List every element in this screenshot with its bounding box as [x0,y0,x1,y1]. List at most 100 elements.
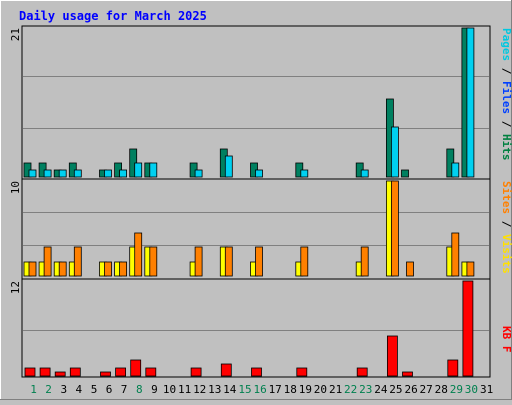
hits-bar-files-day-3 [58,169,67,178]
hits-bar-files-day-7 [119,169,127,178]
visits-panel-max-label: 10 [9,181,22,194]
kbf-panel-max-label: 12 [9,281,22,294]
kbf-bar-kb-f-day-12 [190,367,202,377]
hits-legend-part-5: Hits [500,134,512,161]
hits-panel-legend: Pages / Files / Hits [500,28,512,161]
kbf-bar-kb-f-day-14 [220,363,232,377]
day-label-16: 16 [253,383,266,396]
hits-panel-grid [23,76,489,129]
visits-legend-part-2: / [500,214,512,234]
day-label-12: 12 [193,383,206,396]
kbf-bar-kb-f-day-23 [356,367,368,377]
visits-panel-grid [23,212,489,246]
kbf-panel-bars [24,280,474,377]
kbf-bar-kb-f-day-2 [39,367,51,377]
kbf-bar-kb-f-day-8 [130,359,142,377]
visits-bar-sites-day-14 [224,246,233,277]
visits-bar-sites-day-29 [451,232,460,277]
kbf-bar-kb-f-day-1 [24,367,36,377]
day-label-6: 6 [106,383,113,396]
day-label-17: 17 [269,383,282,396]
kbf-bar-kb-f-day-19 [296,367,308,377]
hits-bar-files-day-4 [73,169,82,178]
hits-bar-files-day-25 [390,126,399,178]
hits-panel-max-label: 21 [9,28,22,41]
visits-bar-sites-day-25 [390,180,399,277]
visits-panel-bars [23,180,475,277]
day-label-27: 27 [419,383,432,396]
chart-title: Daily usage for March 2025 [19,9,207,23]
hits-bar-files-day-12 [194,169,203,178]
day-label-31: 31 [480,383,493,396]
kbf-bar-kb-f-day-16 [251,367,262,377]
day-label-1: 1 [30,383,37,396]
day-label-21: 21 [329,383,342,396]
day-label-2: 2 [45,383,52,396]
kbf-bar-kb-f-day-26 [402,371,413,377]
kbf-bar-kb-f-day-4 [69,367,81,377]
hits-bar-files-day-14 [224,155,233,178]
visits-legend-part-3: Visits [500,234,512,274]
visits-bar-sites-day-4 [73,246,82,277]
day-label-19: 19 [299,383,312,396]
visits-bar-sites-day-8 [134,232,143,277]
day-label-3: 3 [60,383,67,396]
visits-bar-sites-day-23 [360,246,369,277]
hits-bar-files-day-23 [360,169,369,178]
visits-bar-sites-day-19 [300,246,309,277]
day-label-14: 14 [223,383,237,396]
hits-legend-part-1: Pages [500,28,512,61]
kbf-panel-frame [21,278,491,378]
visits-bar-sites-day-30 [466,261,475,277]
hits-bar-files-day-19 [300,169,309,178]
visits-bar-sites-day-3 [58,261,67,277]
hits-panel-bars [23,27,475,178]
day-label-25: 25 [389,383,402,396]
day-label-30: 30 [465,383,478,396]
visits-bar-sites-day-12 [194,246,203,277]
visits-bar-sites-day-2 [43,246,52,277]
kbf-bar-kb-f-day-9 [145,367,157,377]
day-label-10: 10 [163,383,176,396]
hits-panel-frame [21,25,491,180]
kbf-bar-kb-f-day-7 [115,367,126,377]
hits-bar-hits-day-26 [401,169,409,178]
kbf-bar-kb-f-day-30 [462,280,474,377]
day-label-28: 28 [435,383,448,396]
kbf-bar-kb-f-day-3 [54,371,66,377]
hits-bar-files-day-6 [104,169,112,178]
kbf-bar-kb-f-day-25 [386,335,398,377]
day-label-24: 24 [374,383,388,396]
visits-legend-part-1: Sites [500,181,512,214]
kbf-panel-legend: KB F [500,326,512,353]
visits-bar-sites-day-7 [119,261,127,277]
hits-bar-files-day-29 [451,162,460,178]
day-label-29: 29 [450,383,463,396]
day-axis-labels: 1 2 3 4 5 6 7 8 9 10 11 12 13 14 15 16 17 18 19 20 21 22 23 24 2… [30,383,493,396]
day-label-22: 22 [344,383,357,396]
kbf-legend-part-1: KB F [500,326,512,353]
visits-bar-sites-day-1 [28,261,37,277]
day-label-5: 5 [91,383,98,396]
day-label-7: 7 [121,383,128,396]
hits-bar-files-day-2 [43,169,52,178]
hits-bar-files-day-1 [28,169,37,178]
hits-bar-files-day-9 [149,162,158,178]
day-label-23: 23 [359,383,372,396]
hits-bar-files-day-8 [134,162,143,178]
hits-legend-part-4: / [500,114,512,134]
day-label-20: 20 [314,383,327,396]
day-label-4: 4 [75,383,82,396]
day-label-13: 13 [208,383,221,396]
visits-bar-sites-day-6 [104,261,112,277]
day-label-18: 18 [284,383,297,396]
visits-panel-legend: Sites / Visits [500,181,512,274]
kbf-bar-kb-f-day-6 [100,371,111,377]
kbf-bar-kb-f-day-29 [447,359,459,377]
day-label-9: 9 [151,383,158,396]
day-label-11: 11 [178,383,191,396]
day-label-15: 15 [238,383,251,396]
hits-bar-files-day-16 [255,169,263,178]
visits-bar-sites-day-9 [149,246,158,277]
